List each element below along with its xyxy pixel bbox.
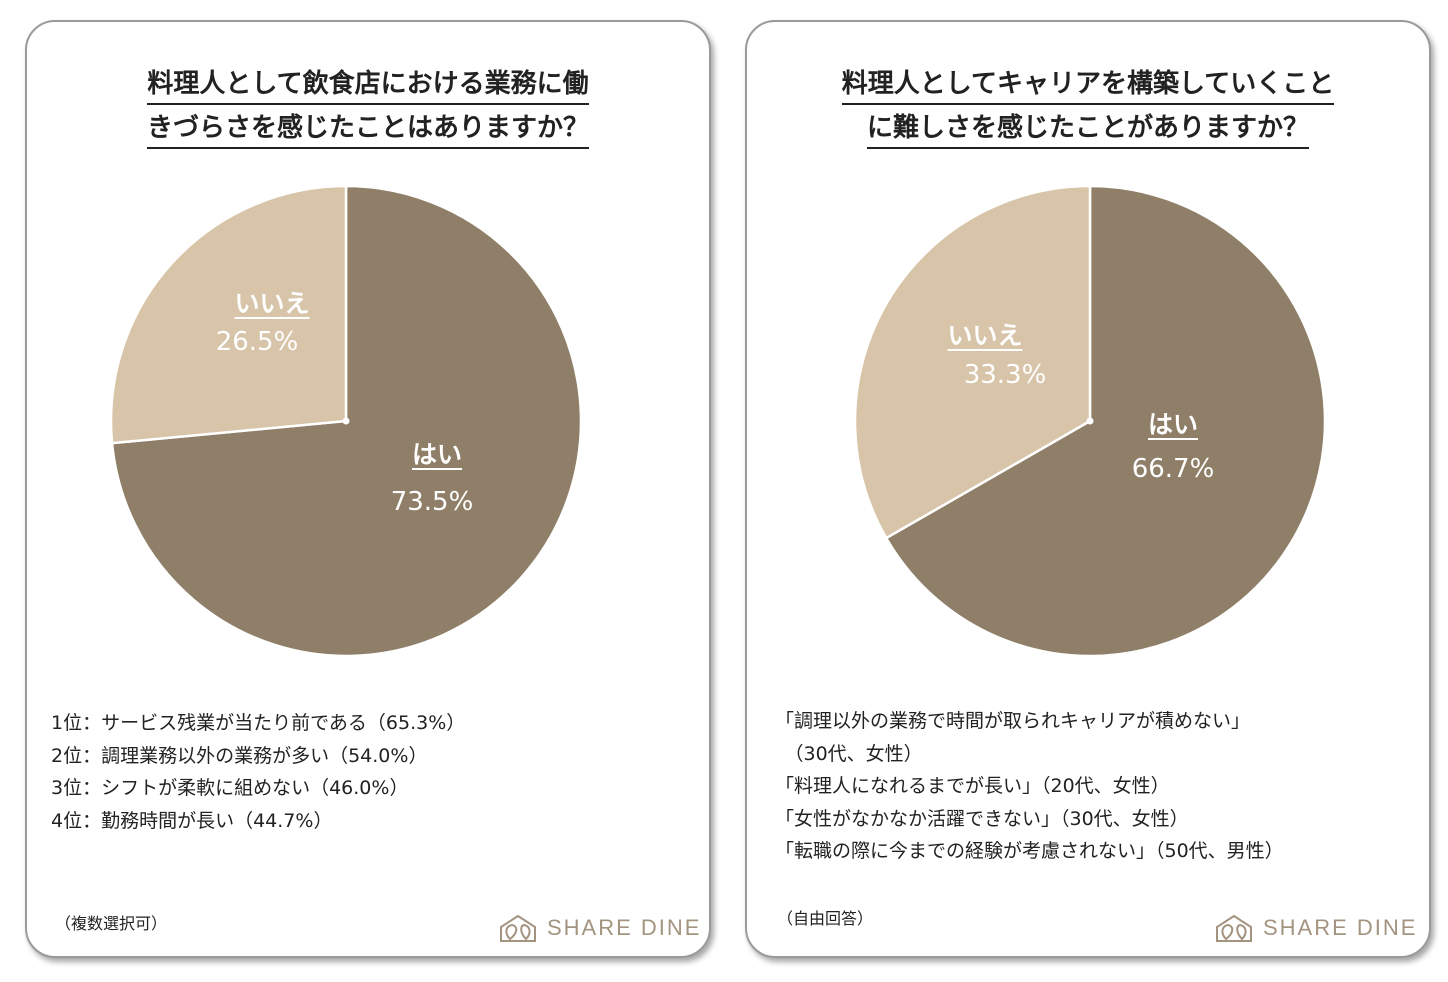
chart-title-2: 料理人としてキャリアを構築していくこと に難しさを感じたことがありますか？ bbox=[747, 62, 1429, 150]
survey-card-2: 料理人としてキャリアを構築していくこと に難しさを感じたことがありますか？ いい… bbox=[745, 20, 1431, 958]
slice-value-yes-1: 73.5% bbox=[390, 487, 474, 517]
list-item: 「調理以外の業務で時間が取られキャリアが積めない」 bbox=[775, 710, 1251, 732]
slice-value-no-1: 26.5% bbox=[215, 327, 299, 357]
list-item: （30代、女性） bbox=[775, 742, 923, 765]
comment-list: 「調理以外の業務で時間が取られキャリアが積めない」 （30代、女性） 「料理人に… bbox=[775, 705, 1284, 868]
brand-name: SHARE DINE bbox=[1263, 915, 1418, 940]
list-item: 「転職の際に今までの経験が考慮されない」（50代、男性） bbox=[775, 840, 1284, 862]
note-multiple-choice: （複数選択可） bbox=[55, 914, 168, 933]
chart-title-2-line-2: に難しさを感じたことがありますか？ bbox=[866, 109, 1309, 149]
chart-title-1: 料理人として飲食店における業務に働 きづらさを感じたことはありますか？ bbox=[27, 62, 709, 150]
list-item: 「料理人になれるまでが長い」（20代、女性） bbox=[775, 775, 1170, 797]
brand-logo-1: SHARE DINE bbox=[499, 912, 701, 944]
list-item: 3位：シフトが柔軟に組めない（46.0%） bbox=[51, 777, 409, 799]
pie-chart-2 bbox=[853, 184, 1327, 658]
pie-center-dot-2 bbox=[1086, 417, 1094, 425]
pie-center-dot-1 bbox=[342, 417, 350, 425]
slice-label-no-1: いいえ bbox=[234, 289, 310, 318]
note-free-answer: （自由回答） bbox=[777, 909, 874, 928]
share-dine-leaf-icon bbox=[1216, 914, 1252, 942]
pie-slice-no-1 bbox=[109, 184, 348, 445]
pie-chart-1 bbox=[109, 184, 583, 658]
list-item: 1位：サービス残業が当たり前である（65.3%） bbox=[51, 712, 466, 734]
list-item: 4位：勤務時間が長い（44.7%） bbox=[51, 809, 333, 832]
ranking-list: 1位：サービス残業が当たり前である（65.3%） 2位：調理業務以外の業務が多い… bbox=[51, 707, 465, 837]
chart-title-1-line-1: 料理人として飲食店における業務に働 bbox=[147, 65, 589, 105]
list-item: 「女性がなかなか活躍できない」（30代、女性） bbox=[775, 807, 1189, 830]
chart-title-2-line-1: 料理人としてキャリアを構築していくこと bbox=[841, 65, 1335, 105]
slice-value-no-2: 33.3% bbox=[963, 360, 1047, 390]
brand-logo-2: SHARE DINE bbox=[1215, 912, 1417, 944]
slice-label-yes-1: はい bbox=[411, 440, 463, 469]
survey-card-1: 料理人として飲食店における業務に働 きづらさを感じたことはありますか？ いいえ … bbox=[25, 20, 711, 958]
brand-name: SHARE DINE bbox=[547, 915, 702, 940]
slice-label-no-2: いいえ bbox=[947, 321, 1023, 350]
slice-value-yes-2: 66.7% bbox=[1131, 454, 1215, 484]
list-item: 2位：調理業務以外の業務が多い（54.0%） bbox=[51, 744, 428, 767]
pie-slice-no-2 bbox=[853, 184, 1092, 540]
slice-label-yes-2: はい bbox=[1147, 410, 1199, 439]
pie-slice-yes-2 bbox=[884, 184, 1327, 658]
share-dine-leaf-icon bbox=[500, 914, 536, 942]
chart-title-1-line-2: きづらさを感じたことはありますか？ bbox=[146, 109, 589, 149]
